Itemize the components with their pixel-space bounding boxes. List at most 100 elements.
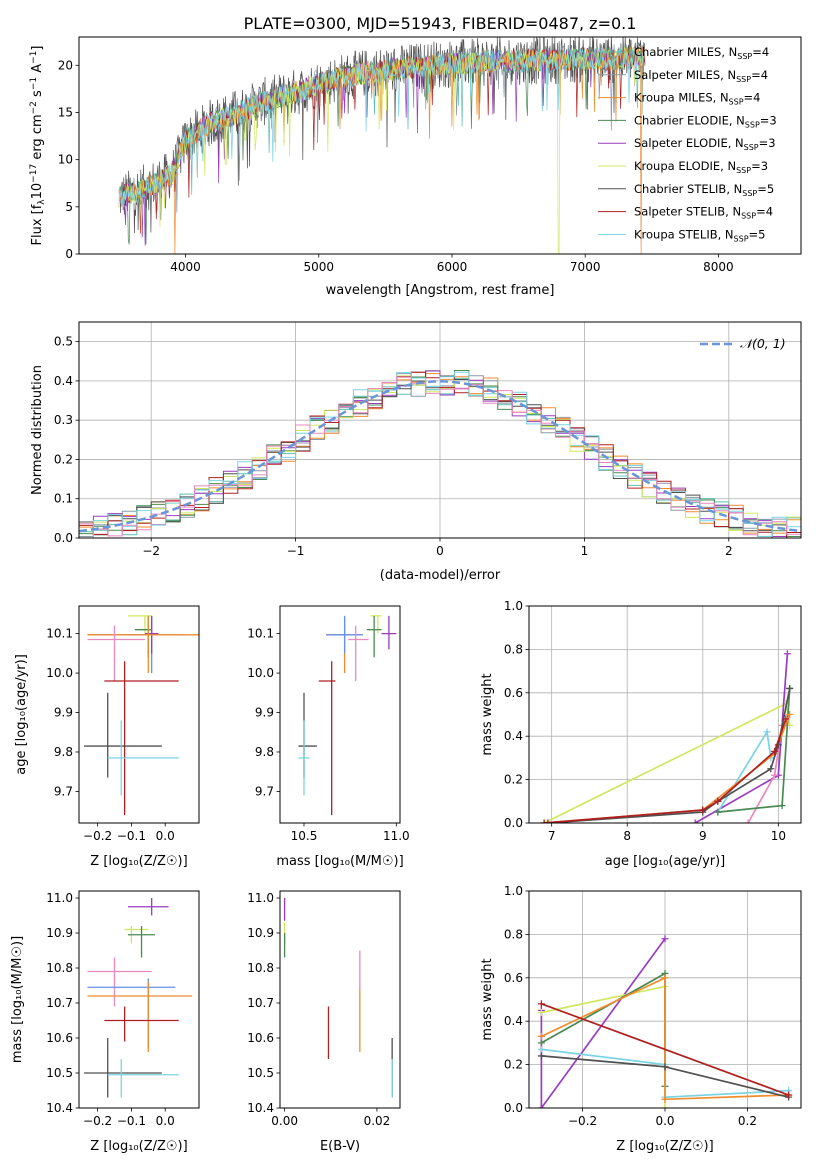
- legend-label-main: Chabrier ELODIE, N: [634, 113, 745, 127]
- legend-label-main: Kroupa STELIB, N: [634, 227, 734, 241]
- y-tick-label: 9.7: [54, 784, 73, 798]
- axes-mass_vs_EBV: 0.00 0.02 10.4 10.5 10.6 10.7 10.8 10.9 11.0 E(B-…: [247, 890, 401, 1154]
- plot-area: [537, 935, 793, 1108]
- legend-label-main: Salpeter STELIB, N: [634, 205, 741, 219]
- y-tick-label: 0: [65, 247, 73, 261]
- mass-weight-marker: [778, 802, 786, 810]
- y-tick-label: 10.8: [247, 961, 274, 975]
- y-tick-label: 0.2: [54, 452, 73, 466]
- mass-weight-marker: [537, 1032, 545, 1040]
- mass-weight-line: [544, 718, 787, 823]
- y-tick-label: 10.7: [247, 996, 274, 1010]
- x-axis-label: Z [log₁₀(Z/Z☉)]: [90, 1139, 187, 1154]
- x-tick-label: 4000: [170, 260, 201, 274]
- y-axis-label-part: ]: [30, 46, 45, 51]
- y-tick-label: 11.0: [46, 891, 73, 905]
- y-tick-label: 5: [65, 200, 73, 214]
- mass-weight-marker: [783, 650, 791, 658]
- x-tick-label: −0.2: [568, 1114, 597, 1128]
- y-axis-label-part: −1: [29, 51, 39, 64]
- legend-label: 𝒩(0, 1): [740, 336, 786, 351]
- axes-age_vs_mass: 10.5 11.0 9.7 9.8 9.9 10.0 10.1 mass [log₁₀(M/M…: [247, 605, 410, 869]
- mass-weight-marker: [661, 974, 669, 982]
- x-tick-label: 8: [623, 829, 631, 843]
- legend-label-sub: SSP: [736, 75, 751, 84]
- mass-weight-marker: [544, 819, 552, 823]
- mass-weight-marker: [714, 797, 722, 805]
- plot-area: [118, 37, 646, 254]
- legend-label: Chabrier MILES, NSSP=4: [634, 45, 769, 61]
- legend-label-sub: SSP: [741, 212, 756, 221]
- y-axis-label-part: 10: [30, 183, 45, 200]
- y-axis-label: Normed distribution: [30, 365, 45, 495]
- mass-weight-marker: [699, 806, 707, 814]
- y-tick-label: 0.8: [504, 642, 523, 656]
- axes-frame: [279, 605, 401, 824]
- x-tick-label: 0: [436, 544, 444, 558]
- figure-title: PLATE=0300, MJD=51943, FIBERID=0487, z=0…: [244, 14, 637, 33]
- x-tick-label: 0.00: [271, 1114, 298, 1128]
- mass-weight-marker: [714, 808, 722, 816]
- y-tick-label: 10.0: [46, 666, 73, 680]
- x-tick-label: 7: [548, 829, 556, 843]
- y-tick-label: 0.0: [504, 816, 523, 830]
- mass-weight-line: [694, 653, 789, 823]
- y-tick-label: 10.7: [46, 996, 73, 1010]
- y-axis-label: Flux [fλ10−17 erg cm−2 s−1 A−1]: [29, 46, 47, 246]
- axes-mass_weight_vs_Z: −0.2 0.0 0.2 0.0 0.2 0.4 0.6 0.8 1.0 Z [log₁₀(Z/Z…: [480, 884, 802, 1154]
- y-tick-label: 10.4: [46, 1101, 73, 1115]
- legend-label: Salpeter MILES, NSSP=4: [634, 68, 768, 84]
- x-tick-label: 11.0: [383, 829, 410, 843]
- legend-label-main: Kroupa ELODIE, N: [634, 159, 736, 173]
- legend-label-main: Kroupa MILES, N: [634, 91, 729, 105]
- x-tick-label: 2: [725, 544, 733, 558]
- mass-weight-line: [544, 714, 791, 823]
- axes-frame: [78, 36, 802, 255]
- legend-label: Salpeter STELIB, NSSP=4: [634, 205, 773, 221]
- axes-age_vs_Z: −0.2 −0.1 0.0 9.7 9.8 9.9 10.0 10.1 Z [log₁₀(Z/Z…: [14, 605, 200, 869]
- mass-weight-marker: [661, 1063, 669, 1071]
- legend-label-sub: SSP: [737, 52, 752, 61]
- mass-weight-line: [717, 729, 772, 813]
- mass-weight-marker: [540, 819, 548, 823]
- y-tick-label: 0.5: [54, 335, 73, 349]
- y-tick-label: 0.1: [54, 492, 73, 506]
- y-axis-label: age [log₁₀(age/yr)]: [14, 654, 29, 775]
- x-axis-label: (data-model)/error: [380, 568, 501, 583]
- y-axis-label-part: −1: [29, 77, 39, 90]
- x-tick-label: 1: [581, 544, 589, 558]
- mass-weight-marker: [537, 1009, 545, 1017]
- legend-label-tail: =4: [751, 68, 768, 82]
- axes-spectrum: 4000 5000 6000 7000 8000 0 5 10 15 20 wavelength […: [29, 36, 802, 298]
- y-axis-label-part: s: [30, 90, 45, 101]
- plot-area: [298, 615, 397, 816]
- y-tick-label: 10.9: [46, 926, 73, 940]
- legend-label-sub: SSP: [736, 166, 751, 175]
- mass-weight-marker: [767, 765, 775, 773]
- y-tick-label: 0.8: [504, 927, 523, 941]
- y-tick-label: 0.0: [504, 1101, 523, 1115]
- y-axis-label-part: −2: [29, 101, 39, 114]
- legend-label-tail: =3: [759, 136, 776, 150]
- y-axis-label: mass [log₁₀(M/M☉)]: [10, 936, 25, 1063]
- legend-label-tail: =4: [744, 91, 761, 105]
- legend-label-sub: SSP: [745, 120, 760, 129]
- legend-label-tail: =5: [749, 227, 766, 241]
- legend-label: Kroupa STELIB, NSSP=5: [634, 227, 765, 243]
- x-tick-label: −0.2: [83, 1114, 112, 1128]
- x-axis-label: Z [log₁₀(Z/Z☉)]: [90, 854, 187, 869]
- x-tick-label: 0.02: [364, 1114, 391, 1128]
- mass-weight-marker: [537, 1039, 545, 1047]
- legend-label: Kroupa MILES, NSSP=4: [634, 91, 760, 107]
- mass-weight-marker: [661, 935, 669, 943]
- y-tick-label: 0.2: [504, 773, 523, 787]
- y-tick-label: 15: [58, 105, 73, 119]
- x-tick-label: 0.0: [156, 829, 175, 843]
- mass-weight-line: [541, 976, 789, 1101]
- legend-label-main: Chabrier STELIB, N: [634, 182, 742, 196]
- mass-weight-marker: [786, 711, 794, 718]
- legend-label-sub: SSP: [734, 234, 749, 243]
- mass-weight-marker: [771, 747, 779, 755]
- y-tick-label: 9.8: [54, 745, 73, 759]
